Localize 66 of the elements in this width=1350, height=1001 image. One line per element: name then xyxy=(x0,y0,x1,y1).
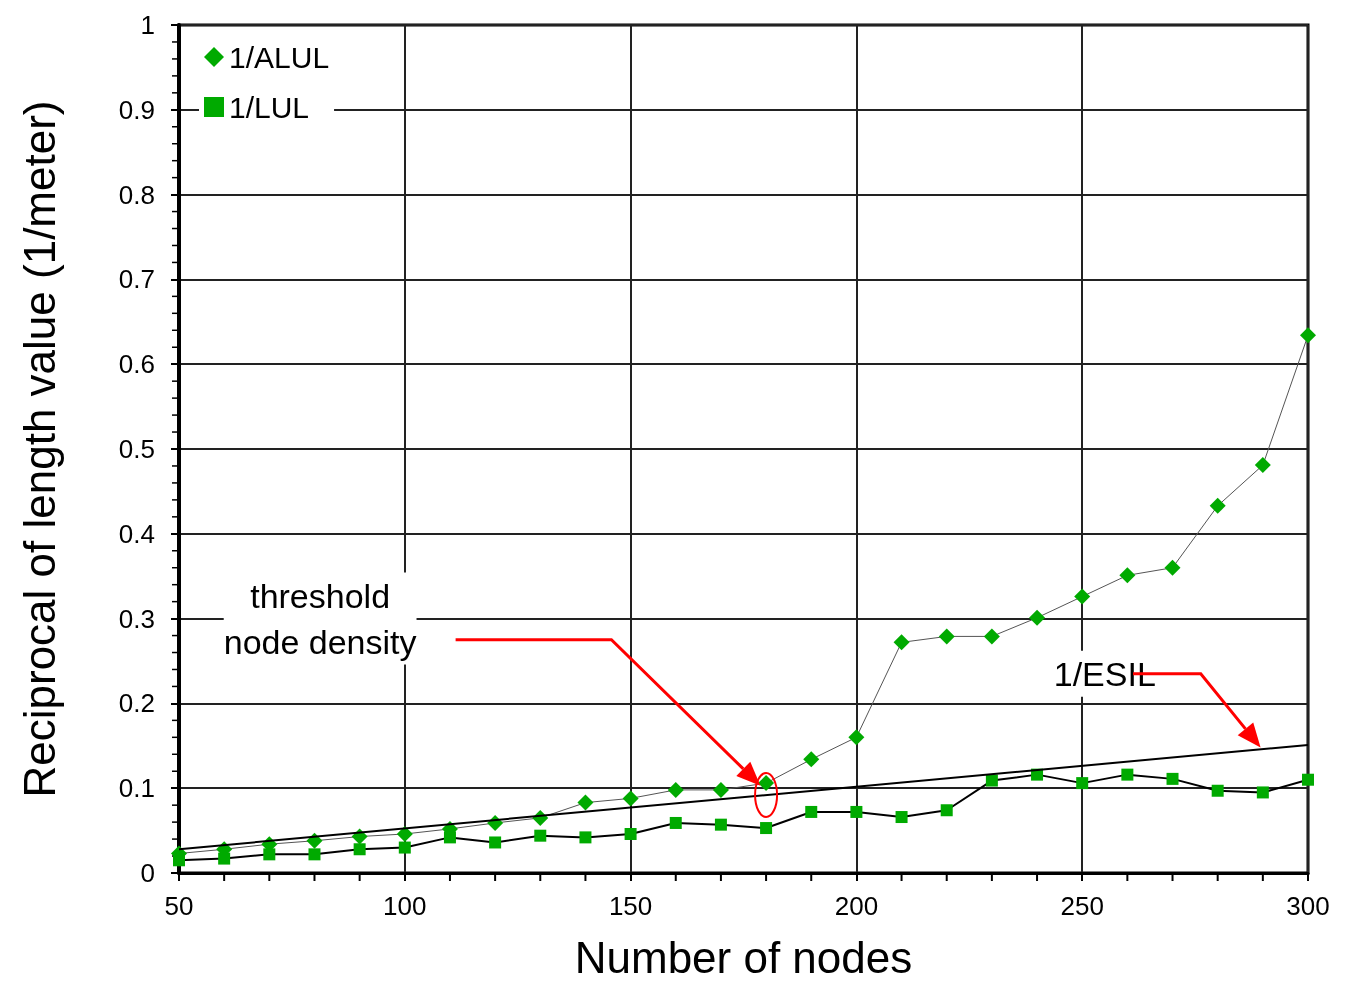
point xyxy=(1121,768,1134,781)
point xyxy=(983,628,1000,645)
point xyxy=(1302,773,1314,786)
point xyxy=(712,781,729,798)
point xyxy=(353,843,366,856)
point xyxy=(1029,609,1046,626)
point xyxy=(1119,567,1136,584)
y-tick-label: 0 xyxy=(140,858,155,888)
x-tick-label: 200 xyxy=(834,891,879,921)
y-tick-label: 0.8 xyxy=(118,179,155,210)
point xyxy=(848,729,865,746)
point xyxy=(805,805,818,818)
point xyxy=(1166,772,1179,785)
point xyxy=(667,781,684,798)
point xyxy=(443,831,456,844)
point xyxy=(850,805,863,818)
y-tick-label: 0.6 xyxy=(118,349,155,380)
point xyxy=(622,790,639,807)
point xyxy=(577,794,594,811)
y-tick-label: 0.7 xyxy=(118,264,155,295)
y-axis-title: Reciprocal of length value (1/meter) xyxy=(14,100,64,798)
point xyxy=(803,751,820,768)
point xyxy=(534,829,547,842)
point xyxy=(669,816,682,829)
y-tick-label: 1 xyxy=(140,10,155,40)
point xyxy=(579,831,592,844)
point xyxy=(308,848,321,861)
point xyxy=(985,774,998,787)
point xyxy=(263,848,276,861)
point xyxy=(1209,497,1226,514)
point xyxy=(760,822,773,835)
point xyxy=(940,804,953,817)
x-tick-label: 150 xyxy=(608,891,653,921)
point xyxy=(1254,457,1271,474)
x-tick-label: 50 xyxy=(164,891,194,921)
point xyxy=(895,811,908,824)
point xyxy=(398,841,411,854)
y-tick-label: 0.9 xyxy=(118,94,155,125)
point xyxy=(1211,784,1224,797)
point xyxy=(1074,588,1091,605)
point xyxy=(1256,786,1269,799)
y-tick-label: 0.4 xyxy=(118,518,155,549)
point xyxy=(714,818,727,831)
point xyxy=(624,827,637,840)
x-axis-title: Number of nodes xyxy=(574,932,913,982)
point xyxy=(396,825,413,842)
point xyxy=(173,854,185,867)
point xyxy=(758,775,775,792)
x-tick-label: 250 xyxy=(1060,891,1104,921)
x-tick-label: 300 xyxy=(1286,891,1330,921)
point xyxy=(1300,327,1316,344)
x-tick-label: 100 xyxy=(383,891,427,921)
y-tick-label: 0.1 xyxy=(118,773,155,804)
point xyxy=(1076,777,1089,790)
y-tick-label: 0.5 xyxy=(118,434,155,464)
point xyxy=(1164,559,1181,576)
point xyxy=(218,852,231,865)
y-tick-label: 0.3 xyxy=(118,603,155,634)
legend-label: 1/LUL xyxy=(229,90,310,124)
annotation: threshold node density xyxy=(223,576,417,661)
point xyxy=(893,634,910,651)
legend-label: 1/ALUL xyxy=(229,40,330,74)
y-tick-label: 0.2 xyxy=(118,688,155,719)
annotation: 1/ESIL xyxy=(1053,654,1156,693)
point xyxy=(938,628,955,645)
point xyxy=(489,836,502,849)
